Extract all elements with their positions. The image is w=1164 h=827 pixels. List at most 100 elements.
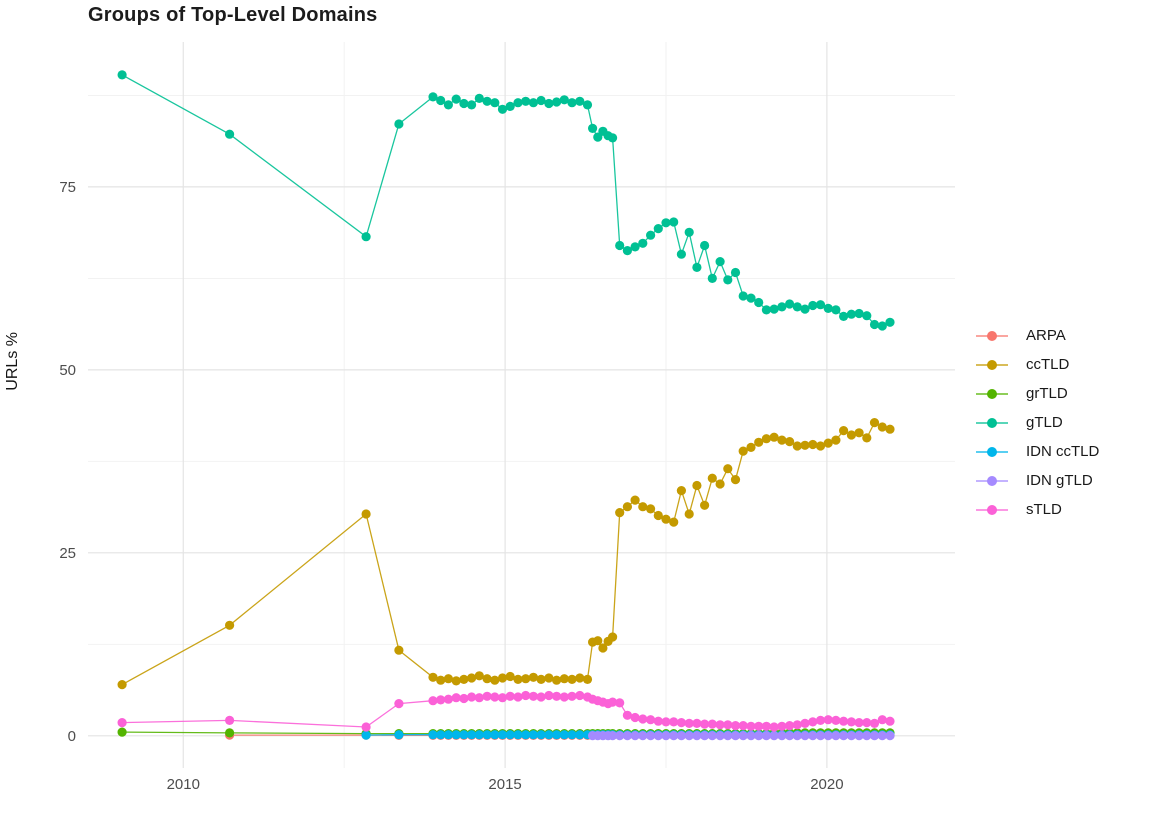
series-point-IDN-gTLD (669, 731, 679, 741)
series-point-ccTLD (761, 434, 772, 444)
series-point-sTLD (630, 712, 640, 723)
series-line-ccTLD (121, 421, 891, 686)
legend-key-dot (987, 417, 997, 428)
legend-item-gTLD: gTLD (976, 408, 1099, 437)
series-point-ccTLD (885, 424, 895, 434)
legend-label: IDN gTLD (1026, 472, 1093, 489)
legend-key-dot (987, 446, 997, 457)
series-point-gTLD (575, 96, 585, 106)
series-point-ccTLD (831, 435, 841, 445)
series-point-IDN-gTLD (754, 731, 764, 741)
series-point-ccTLD (436, 675, 446, 685)
series-point-gTLD (661, 218, 671, 228)
series-point-IDN-gTLD (723, 731, 733, 741)
series-point-gTLD (669, 217, 679, 227)
series-point-sTLD (528, 691, 539, 701)
series-point-gTLD (630, 242, 640, 252)
series-point-gTLD (536, 95, 546, 106)
series-point-sTLD (700, 719, 710, 729)
series-point-IDN-gTLD (831, 731, 841, 741)
series-point-IDN-ccTLD (513, 730, 523, 740)
series-point-ccTLD (225, 620, 235, 630)
series-point-sTLD (785, 721, 795, 731)
series-point-sTLD (831, 715, 841, 726)
series-point-IDN-ccTLD (482, 730, 492, 740)
series-point-IDN-ccTLD (575, 730, 585, 740)
series-point-ccTLD (730, 475, 741, 485)
series-point-IDN-gTLD (808, 731, 818, 741)
series-point-ccTLD (869, 418, 880, 428)
series-point-sTLD (885, 716, 895, 726)
series-point-IDN-gTLD (676, 731, 687, 741)
series-point-ccTLD (582, 674, 593, 685)
series-point-sTLD (559, 692, 569, 702)
series-point-IDN-gTLD (823, 731, 833, 741)
series-point-gTLD (707, 273, 717, 283)
series-point-sTLD (117, 718, 127, 728)
series-point-grTLD (117, 727, 127, 737)
legend-key-dot (987, 504, 997, 515)
series-point-gTLD (700, 240, 710, 251)
series-point-sTLD (474, 693, 484, 703)
series-point-IDN-ccTLD (552, 730, 562, 740)
series-point-IDN-ccTLD (361, 730, 371, 740)
series-point-gTLD (808, 300, 818, 311)
series-point-sTLD (846, 717, 857, 727)
series-point-gTLD (528, 98, 539, 108)
series-point-IDN-gTLD (777, 731, 787, 741)
series-point-gTLD (394, 119, 404, 129)
series-point-gTLD (544, 98, 554, 109)
series-point-ccTLD (615, 507, 625, 518)
series-point-gTLD (730, 267, 741, 278)
series-point-sTLD (715, 720, 725, 730)
series-point-ccTLD (823, 438, 833, 448)
series-point-ccTLD (394, 645, 404, 655)
series-line-gTLD (121, 74, 891, 327)
series-point-gTLD (761, 305, 772, 315)
series-point-IDN-gTLD (700, 731, 710, 741)
series-point-ccTLD (661, 514, 671, 524)
series-point-sTLD (482, 691, 492, 701)
series-point-ccTLD (575, 673, 585, 683)
series-point-gTLD (638, 238, 648, 248)
series-point-gTLD (225, 129, 235, 139)
series-point-gTLD (646, 230, 656, 240)
series-point-IDN-gTLD (785, 731, 795, 741)
series-point-sTLD (622, 710, 633, 720)
series-point-ccTLD (536, 674, 546, 685)
series-point-gTLD (785, 299, 795, 309)
series-point-ccTLD (676, 486, 687, 496)
series-point-ccTLD (443, 674, 453, 684)
series-point-gTLD (746, 293, 756, 303)
series-point-gTLD (723, 275, 733, 285)
series-point-sTLD (669, 717, 679, 727)
series-point-ccTLD (459, 674, 469, 685)
series-point-sTLD (436, 695, 446, 705)
series-point-ccTLD (723, 464, 733, 474)
series-point-gTLD (361, 232, 371, 242)
legend-item-ccTLD: ccTLD (976, 350, 1099, 379)
series-point-sTLD (615, 698, 625, 708)
series-point-gTLD (823, 303, 833, 313)
series-point-sTLD (608, 697, 618, 707)
series-point-sTLD (800, 718, 810, 729)
series-point-ccTLD (746, 442, 756, 452)
series-point-IDN-gTLD (661, 731, 671, 741)
series-point-gTLD (608, 133, 618, 143)
series-point-IDN-gTLD (738, 731, 748, 741)
series-point-sTLD (730, 721, 741, 731)
series-point-gTLD (505, 101, 515, 111)
x-tick-label: 2015 (488, 776, 521, 793)
series-point-IDN-ccTLD (474, 730, 484, 740)
series-point-IDN-ccTLD (443, 730, 453, 740)
series-point-sTLD (513, 692, 523, 702)
chart-title: Groups of Top-Level Domains (88, 4, 378, 26)
series-point-IDN-ccTLD (497, 730, 508, 740)
legend-item-grTLD: grTLD (976, 379, 1099, 408)
legend-key-dot (987, 475, 997, 486)
series-point-sTLD (459, 693, 469, 704)
series-point-IDN-gTLD (730, 731, 741, 741)
series-point-sTLD (854, 718, 864, 728)
series-point-gTLD (582, 100, 593, 110)
series-point-ccTLD (839, 426, 849, 436)
